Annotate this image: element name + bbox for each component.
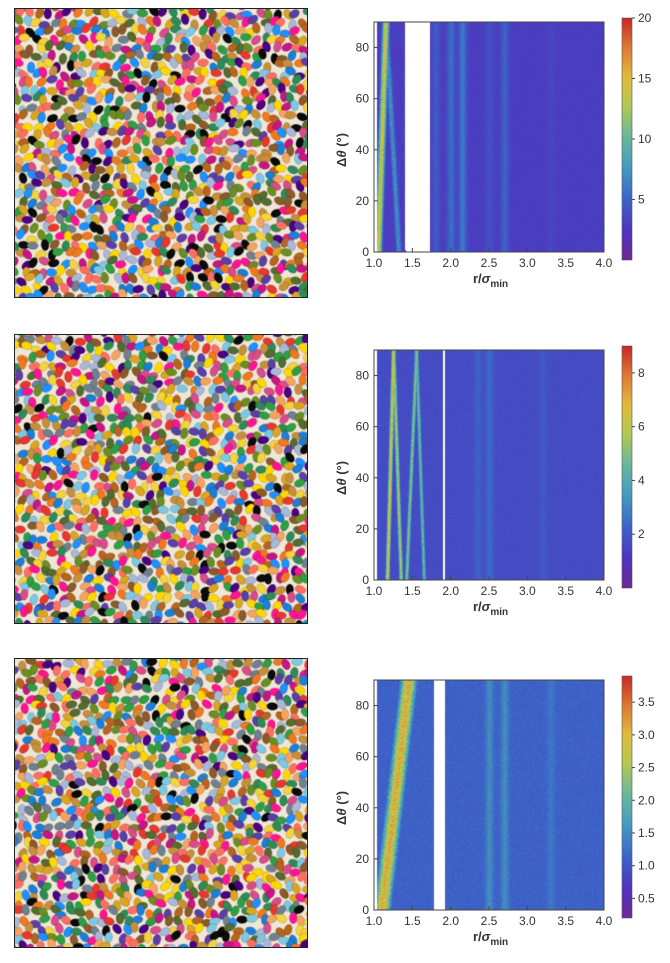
y-tick-label: 0: [362, 245, 369, 259]
y-tick-label: 80: [356, 41, 370, 55]
heatmap-plot-top: 1.0 1.5 2.0 2.5 3.0 3.5 4.0 0 20 40 60 80 r/σmin Δθ (…: [330, 10, 660, 300]
y-tick-label: 20: [356, 194, 370, 208]
particle-snapshot-bottom: [14, 658, 308, 948]
heatmap-plot-bottom: 1.0 1.5 2.0 2.5 3.0 3.5 4.0 0 20 40 60 80 r/σmin Δθ (…: [330, 668, 660, 958]
y-tick-label: 0: [362, 573, 369, 587]
x-tick-label: 1.0: [366, 256, 383, 270]
heatmap-svg: 1.0 1.5 2.0 2.5 3.0 3.5 4.0 0 20 40 60 80 r/σmin Δθ (…: [334, 675, 655, 948]
colorbar-tick-label: 8: [638, 366, 645, 380]
y-tick-label: 40: [356, 471, 370, 485]
colorbar-tick-label: 1.5: [638, 826, 655, 840]
x-axis-label: r/σmin: [473, 271, 508, 290]
colorbar-tick-label: 4: [638, 473, 645, 487]
y-tick-label: 80: [356, 369, 370, 383]
colorbar-tick-label: 0.5: [638, 891, 655, 905]
colorbar-tick-label: 5: [638, 193, 645, 207]
x-tick-label: 3.5: [557, 256, 574, 270]
heatmap-raster: [374, 680, 604, 910]
heatmap-raster: [374, 22, 604, 252]
y-tick-label: 0: [362, 903, 369, 917]
snapshot-canvas: [15, 335, 307, 623]
colorbar-tick-label: 20: [638, 11, 652, 25]
y-tick-label: 40: [356, 143, 370, 157]
x-tick-label: 2.5: [481, 584, 498, 598]
colorbar-tick-label: 2: [638, 527, 645, 541]
y-tick-label: 60: [356, 420, 370, 434]
x-axis-label: r/σmin: [473, 929, 508, 948]
y-tick-label: 60: [356, 92, 370, 106]
x-tick-label: 2.5: [481, 914, 498, 928]
x-tick-label: 1.5: [404, 256, 421, 270]
x-tick-label: 2.0: [442, 914, 459, 928]
snapshot-canvas: [15, 659, 307, 947]
x-tick-label: 2.0: [442, 584, 459, 598]
particle-snapshot-middle: [14, 334, 308, 624]
colorbar-tick-label: 2.0: [638, 793, 655, 807]
y-axis-label: Δθ (°): [334, 791, 349, 825]
y-axis-label: Δθ (°): [334, 461, 349, 495]
y-tick-label: 20: [356, 522, 370, 536]
y-tick-label: 20: [356, 852, 370, 866]
colorbar-tick-label: 2.5: [638, 761, 655, 775]
x-tick-label: 3.0: [519, 584, 536, 598]
x-tick-label: 3.0: [519, 256, 536, 270]
colorbar-tick-label: 3.0: [638, 728, 655, 742]
x-tick-label: 3.5: [557, 584, 574, 598]
colorbar: [621, 17, 633, 261]
heatmap-svg: 1.0 1.5 2.0 2.5 3.0 3.5 4.0 0 20 40 60 80 r/σmin Δθ (…: [334, 345, 645, 618]
snapshot-canvas: [15, 9, 307, 297]
particle-snapshot-top: [14, 8, 308, 298]
heatmap-plot-middle: 1.0 1.5 2.0 2.5 3.0 3.5 4.0 0 20 40 60 80 r/σmin Δθ (…: [330, 338, 660, 628]
x-tick-label: 2.0: [442, 256, 459, 270]
y-tick-label: 60: [356, 750, 370, 764]
colorbar: [621, 345, 633, 589]
heatmap-raster: [374, 350, 604, 580]
x-axis-label: r/σmin: [473, 599, 508, 618]
y-tick-label: 80: [356, 699, 370, 713]
x-tick-label: 4.0: [596, 584, 613, 598]
y-tick-label: 40: [356, 801, 370, 815]
heatmap-svg: 1.0 1.5 2.0 2.5 3.0 3.5 4.0 0 20 40 60 80 r/σmin Δθ (…: [334, 11, 652, 290]
x-tick-label: 2.5: [481, 256, 498, 270]
colorbar: [621, 675, 633, 919]
colorbar-tick-label: 1.0: [638, 859, 655, 873]
x-tick-label: 1.0: [366, 584, 383, 598]
y-axis-label: Δθ (°): [334, 133, 349, 167]
x-tick-label: 4.0: [596, 256, 613, 270]
x-tick-label: 1.5: [404, 584, 421, 598]
x-tick-label: 3.5: [557, 914, 574, 928]
x-tick-label: 3.0: [519, 914, 536, 928]
colorbar-tick-label: 10: [638, 132, 652, 146]
colorbar-tick-label: 15: [638, 72, 652, 86]
colorbar-tick-label: 3.5: [638, 695, 655, 709]
x-tick-label: 1.5: [404, 914, 421, 928]
x-tick-label: 1.0: [366, 914, 383, 928]
colorbar-tick-label: 6: [638, 420, 645, 434]
x-tick-label: 4.0: [596, 914, 613, 928]
